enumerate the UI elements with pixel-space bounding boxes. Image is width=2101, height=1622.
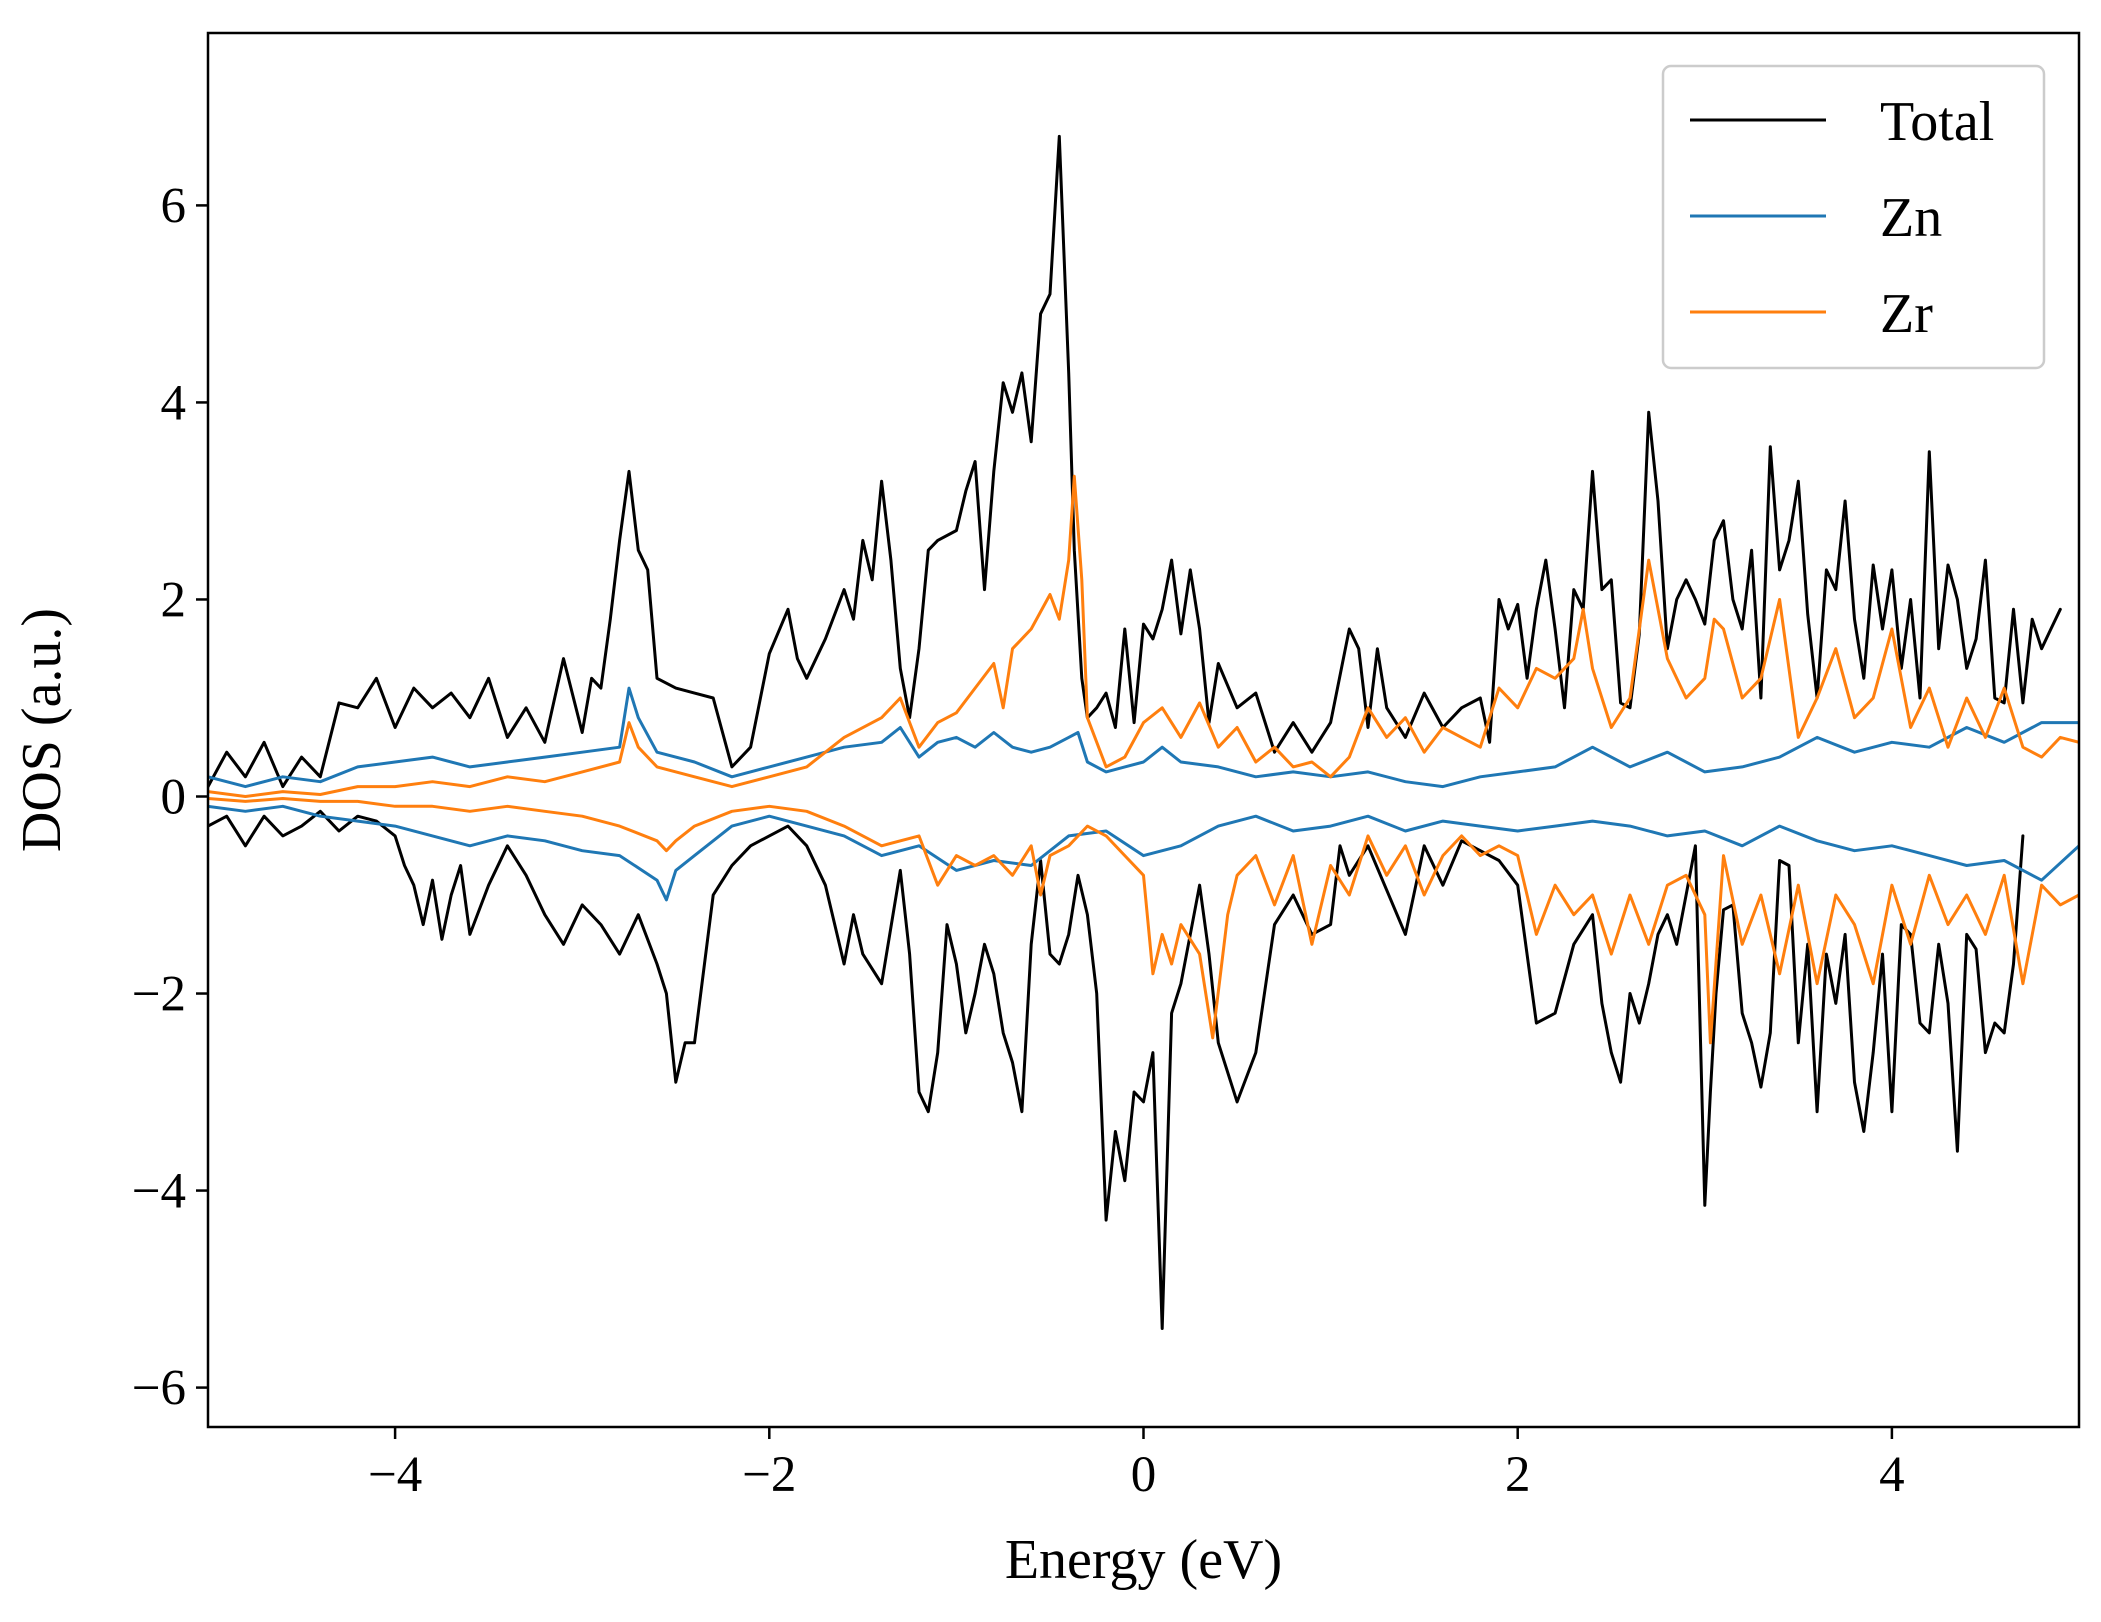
ticks-layer: −4 −2 0 2 4 −6 −4 −2 0 2 4 6 [132, 178, 1905, 1503]
y-tick-label: −4 [132, 1164, 186, 1220]
legend-item-total: Total [1690, 91, 1994, 153]
series-line-zn-up [208, 686, 2079, 789]
legend-items: Total Zn Zr [1690, 91, 1994, 345]
legend-box [1661, 64, 2046, 370]
series-line-zr-up [208, 474, 2079, 798]
x-axis-title: Energy (eV) [1005, 1529, 1282, 1591]
y-tick-label: −6 [132, 1361, 186, 1417]
x-tick-label: −2 [742, 1447, 796, 1503]
y-tick-label: 4 [161, 375, 187, 431]
legend-label: Zr [1880, 283, 1933, 345]
x-tick-label: 0 [1131, 1447, 1157, 1503]
legend: Total Zn Zr [1661, 64, 2046, 370]
y-tick-label: 6 [161, 178, 187, 234]
x-tick-label: 4 [1879, 1447, 1905, 1503]
series-line-zr-down [208, 797, 2079, 1045]
legend-label: Zn [1880, 187, 1942, 249]
series-line-total-up [208, 134, 2062, 789]
series-layer [208, 134, 2079, 1330]
series-line-zn-down [208, 804, 2079, 902]
y-tick-label: 2 [161, 572, 187, 628]
y-tick-label: −2 [132, 967, 186, 1023]
legend-item-zr: Zr [1690, 283, 1933, 345]
y-axis-title: DOS (a.u.) [11, 608, 73, 852]
y-tick-label: 0 [161, 769, 187, 825]
legend-label: Total [1880, 91, 1994, 153]
x-tick-label: 2 [1505, 1447, 1531, 1503]
legend-item-zn: Zn [1690, 187, 1942, 249]
x-tick-label: −4 [368, 1447, 422, 1503]
series-line-total-down [208, 809, 2025, 1330]
